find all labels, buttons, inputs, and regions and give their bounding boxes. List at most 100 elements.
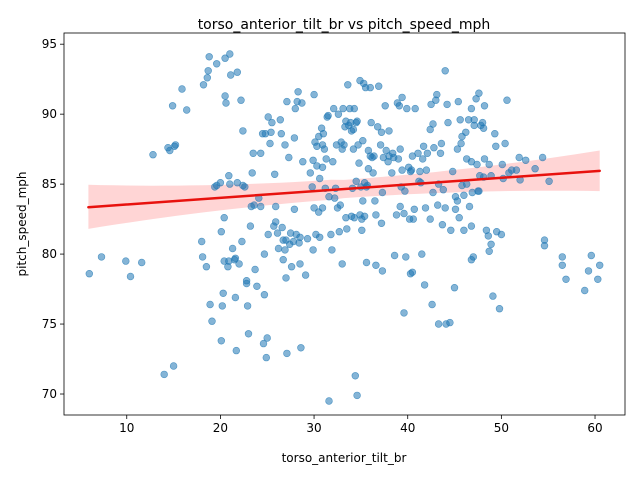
data-point <box>426 215 434 223</box>
data-point <box>489 292 497 300</box>
data-point <box>470 116 478 124</box>
data-point <box>351 372 359 380</box>
data-point <box>250 201 258 209</box>
data-point <box>408 268 417 276</box>
data-point <box>456 116 464 124</box>
data-point <box>501 139 509 148</box>
data-point <box>377 219 386 228</box>
data-point <box>272 202 280 211</box>
data-point <box>281 246 289 254</box>
data-point <box>294 88 302 96</box>
data-point <box>203 74 212 82</box>
data-point <box>453 145 462 153</box>
data-point <box>465 202 474 211</box>
data-point <box>392 211 401 219</box>
data-point <box>402 253 410 261</box>
data-point <box>378 267 387 275</box>
data-point <box>369 169 377 177</box>
data-point <box>296 233 304 242</box>
data-point <box>531 165 539 173</box>
data-point <box>336 201 344 209</box>
data-point <box>287 263 296 271</box>
data-point <box>491 130 499 138</box>
data-point <box>149 151 157 159</box>
data-point <box>319 130 328 138</box>
data-point <box>430 144 438 152</box>
data-point <box>419 155 427 163</box>
data-point <box>492 142 500 151</box>
data-point <box>451 205 460 214</box>
data-point <box>355 159 363 167</box>
data-point <box>327 230 335 239</box>
data-point <box>206 300 214 309</box>
data-point <box>281 141 289 149</box>
data-point <box>168 102 177 110</box>
data-point <box>122 257 130 265</box>
data-point <box>434 201 442 209</box>
data-point <box>199 81 208 89</box>
data-point <box>285 153 293 162</box>
data-point <box>318 163 327 172</box>
y-axis-ticks: 70 75 80 85 90 95 <box>42 37 64 401</box>
data-point <box>433 90 441 99</box>
data-point <box>446 318 454 327</box>
data-point <box>352 177 360 186</box>
data-point <box>241 183 249 191</box>
data-point <box>242 279 251 288</box>
x-tick-label: 60 <box>587 421 602 435</box>
data-point <box>484 232 492 240</box>
y-axis-label: pitch_speed_mph <box>15 171 29 276</box>
data-point <box>469 253 477 261</box>
data-point <box>213 60 221 68</box>
data-point <box>423 149 432 158</box>
data-point <box>316 174 324 183</box>
data-point <box>394 155 403 163</box>
data-point <box>416 167 424 176</box>
data-point <box>325 397 333 405</box>
data-point <box>421 204 430 212</box>
data-point <box>374 123 382 131</box>
data-point <box>562 275 570 283</box>
data-point <box>475 187 483 195</box>
y-tick-label: 80 <box>42 247 57 261</box>
data-point <box>235 260 243 268</box>
data-point <box>296 260 304 268</box>
data-point <box>217 337 226 345</box>
x-tick-label: 30 <box>306 421 321 435</box>
data-point <box>262 353 270 362</box>
data-point <box>403 104 411 113</box>
data-point <box>460 191 468 200</box>
data-point <box>318 204 327 212</box>
data-point <box>359 197 367 205</box>
data-point <box>338 260 346 268</box>
data-point <box>395 102 403 110</box>
data-point <box>331 194 339 202</box>
data-point <box>370 152 378 160</box>
data-point <box>388 169 396 177</box>
data-point <box>248 169 256 177</box>
data-point <box>409 215 417 223</box>
regression-line <box>87 169 601 209</box>
data-point <box>308 183 316 191</box>
data-point <box>221 54 229 62</box>
data-point <box>429 120 437 128</box>
data-point <box>594 275 602 283</box>
x-axis-ticks: 10 20 30 40 50 60 <box>119 415 603 435</box>
data-point <box>444 118 452 127</box>
data-point <box>353 391 361 400</box>
data-point <box>443 100 451 109</box>
data-point <box>178 85 186 93</box>
data-point <box>453 197 462 205</box>
data-point <box>418 250 426 258</box>
data-point <box>450 284 459 292</box>
data-point <box>401 187 409 195</box>
scatter-points <box>85 50 604 405</box>
data-point <box>353 117 361 125</box>
data-point <box>428 300 436 309</box>
data-point <box>239 127 247 135</box>
plot-frame <box>63 32 626 416</box>
data-point <box>278 223 286 232</box>
data-point <box>447 226 455 235</box>
data-point <box>344 81 352 89</box>
